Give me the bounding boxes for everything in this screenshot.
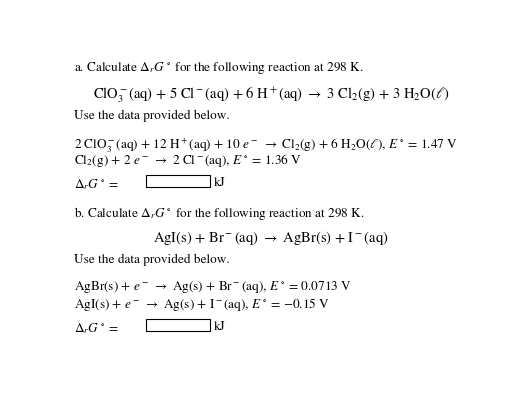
Text: AgI(s) + $\mathrm{Br^-}$(aq) $\rightarrow$ AgBr(s) + $\mathrm{I^-}$(aq): AgI(s) + $\mathrm{Br^-}$(aq) $\rightarro… <box>153 229 389 247</box>
Text: $\mathrm{ClO_3^-}$(aq) + 5 $\mathrm{Cl^-}$(aq) + 6 $\mathrm{H^+}$(aq) $\rightarr: $\mathrm{ClO_3^-}$(aq) + 5 $\mathrm{Cl^-… <box>93 85 450 105</box>
Text: Use the data provided below.: Use the data provided below. <box>74 110 229 122</box>
Text: $\Delta_r G^\circ$ =: $\Delta_r G^\circ$ = <box>74 321 119 336</box>
Text: 2 $\mathrm{ClO_3^-}$(aq) + 12 $\mathrm{H^+}$(aq) + 10 $e^-$ $\rightarrow$ $\math: 2 $\mathrm{ClO_3^-}$(aq) + 12 $\mathrm{H… <box>74 135 458 153</box>
Text: b. Calculate $\Delta_r G^\circ$ for the following reaction at 298 K.: b. Calculate $\Delta_r G^\circ$ for the … <box>74 204 364 221</box>
FancyBboxPatch shape <box>146 319 209 332</box>
Text: AgI(s) + $e^-$ $\rightarrow$ Ag(s) + $\mathrm{I^-}$(aq), $E^\circ$ = $-$0.15 V: AgI(s) + $e^-$ $\rightarrow$ Ag(s) + $\m… <box>74 295 330 312</box>
Text: $\mathrm{Cl_2}$(g) + 2 $e^-$ $\rightarrow$ 2 $\mathrm{Cl^-}$(aq), $E^\circ$ = 1.: $\mathrm{Cl_2}$(g) + 2 $e^-$ $\rightarro… <box>74 152 302 168</box>
FancyBboxPatch shape <box>146 175 209 188</box>
Text: a. Calculate $\Delta_r G^\circ$ for the following reaction at 298 K.: a. Calculate $\Delta_r G^\circ$ for the … <box>74 60 363 76</box>
Text: AgBr(s) + $e^-$ $\rightarrow$ Ag(s) + $\mathrm{Br^-}$(aq), $E^\circ$ = 0.0713 V: AgBr(s) + $e^-$ $\rightarrow$ Ag(s) + $\… <box>74 278 351 294</box>
Text: kJ: kJ <box>214 321 225 332</box>
Text: Use the data provided below.: Use the data provided below. <box>74 253 229 266</box>
Text: kJ: kJ <box>214 177 225 188</box>
Text: $\Delta_r G^\circ$ =: $\Delta_r G^\circ$ = <box>74 177 119 192</box>
